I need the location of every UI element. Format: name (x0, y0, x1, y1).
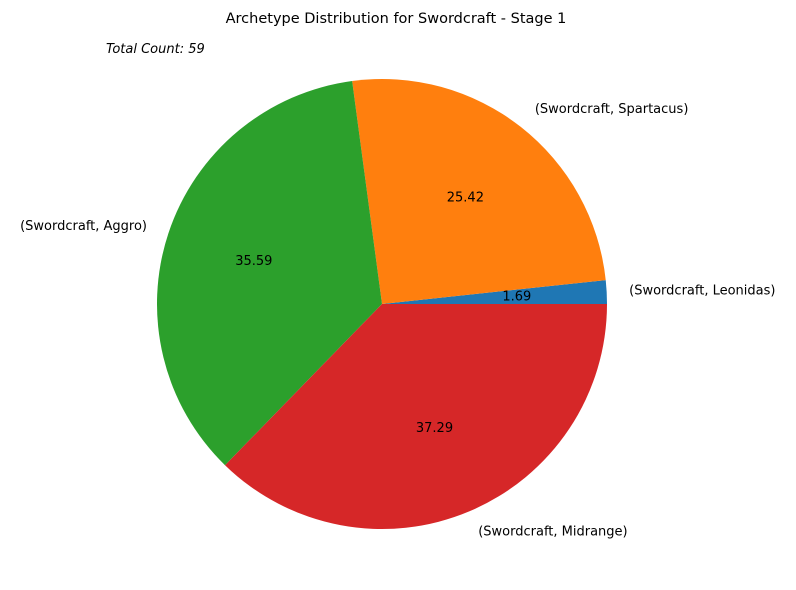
pie-slices (157, 79, 608, 529)
pie-slice-swordcraft-aggro (157, 80, 382, 466)
slice-label-swordcraft-leonidas: (Swordcraft, Leonidas) (629, 283, 775, 298)
chart-title: Archetype Distribution for Swordcraft - … (226, 11, 567, 27)
percent-label-swordcraft-midrange: 37.29 (416, 421, 453, 436)
percent-label-swordcraft-aggro: 35.59 (235, 254, 272, 269)
percent-label-swordcraft-spartacus: 25.42 (447, 190, 484, 205)
slice-label-swordcraft-aggro: (Swordcraft, Aggro) (20, 219, 147, 234)
pie-slice-swordcraft-leonidas (382, 280, 607, 304)
percent-label-swordcraft-leonidas: 1.69 (502, 289, 531, 304)
pie-slice-swordcraft-midrange (225, 304, 608, 529)
slice-label-swordcraft-midrange: (Swordcraft, Midrange) (478, 525, 627, 540)
pie-slice-swordcraft-spartacus (352, 79, 606, 304)
pie-labels: (Swordcraft, Leonidas) 1.69 (Swordcraft, S… (20, 102, 775, 540)
total-count-annotation: Total Count: 59 (106, 42, 205, 57)
slice-label-swordcraft-spartacus: (Swordcraft, Spartacus) (535, 102, 689, 117)
